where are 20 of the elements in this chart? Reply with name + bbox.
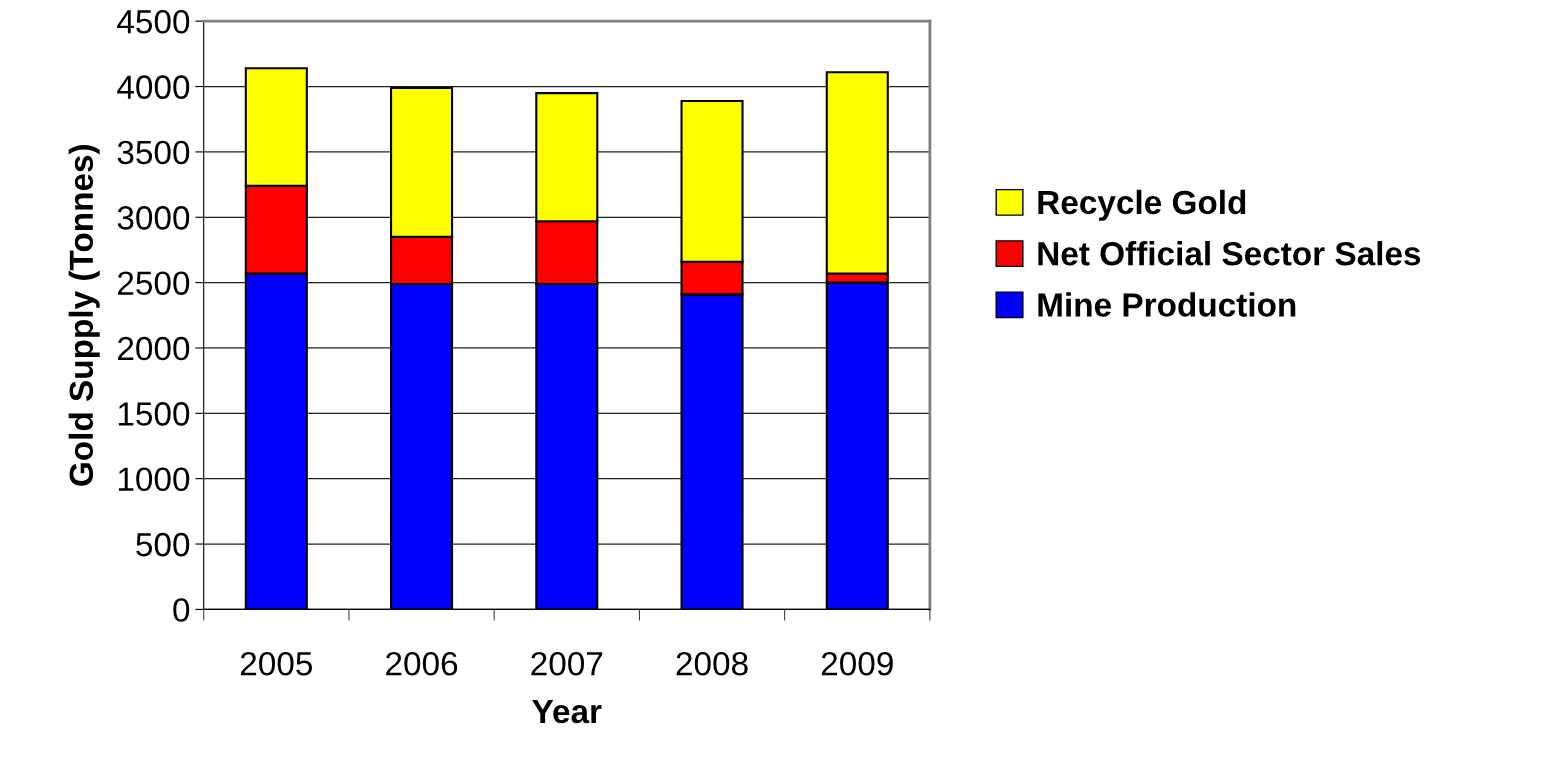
y-tick-label: 3500 bbox=[117, 140, 190, 165]
legend-label: Recycle Gold bbox=[1038, 189, 1246, 221]
y-tick-label: 1500 bbox=[118, 402, 190, 426]
legend-label: Net Official Sector Sales bbox=[1038, 241, 1421, 266]
x-tick-label: 2006 bbox=[386, 651, 458, 676]
y-tick-label: 1000 bbox=[118, 467, 190, 492]
y-tick-label: 0 bbox=[173, 598, 190, 622]
legend-label: Mine Production bbox=[1038, 292, 1296, 317]
x-axis-title: Year bbox=[532, 700, 602, 724]
y-tick-label: 2500 bbox=[118, 271, 190, 296]
x-tick-label: 2009 bbox=[821, 651, 893, 676]
y-tick-label: 500 bbox=[136, 532, 190, 557]
y-tick-label: 3000 bbox=[117, 206, 190, 230]
x-tick-label: 2007 bbox=[531, 651, 603, 676]
y-tick-label: 2000 bbox=[118, 336, 190, 361]
y-tick-label: 4500 bbox=[117, 10, 190, 34]
x-tick-label: 2005 bbox=[240, 651, 313, 676]
y-tick-label: 4000 bbox=[117, 75, 190, 99]
x-tick-label: 2008 bbox=[676, 651, 748, 676]
y-axis-title: Gold Supply (Tonnes) bbox=[68, 145, 100, 486]
